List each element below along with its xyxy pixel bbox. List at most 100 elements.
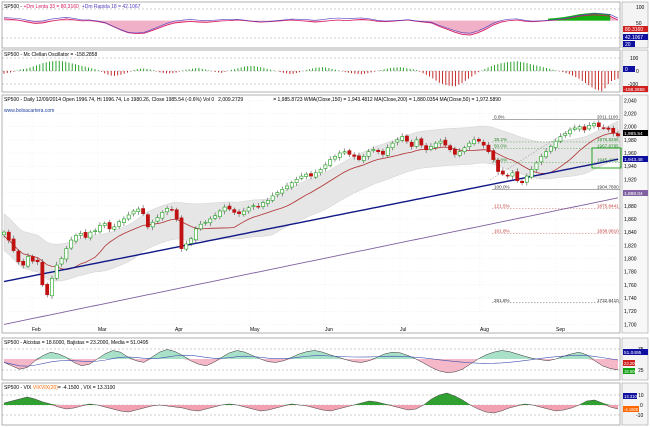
vix-down-area bbox=[4, 405, 618, 413]
candle bbox=[11, 238, 16, 251]
vix-panel: SP500 - VIX VIXVIX(20)= -4.1500 , VIX = … bbox=[1, 382, 649, 426]
aroon-label-media: 51.0495 bbox=[624, 350, 642, 356]
price-panel: 0.0% 2011.1100 38.2% 1976.8268 50.0% 1967.878… bbox=[1, 94, 649, 334]
price-y-tick: 1,720 bbox=[624, 309, 637, 315]
candle bbox=[548, 146, 553, 152]
candle bbox=[78, 233, 83, 236]
fib-label-left: 261.8% bbox=[494, 298, 510, 303]
candle bbox=[35, 259, 40, 263]
candle bbox=[146, 214, 150, 228]
candle bbox=[280, 188, 285, 194]
price-y-tick: 1,980 bbox=[624, 138, 637, 144]
candle bbox=[193, 228, 198, 241]
site-link[interactable]: www.bolsacartera.com bbox=[4, 108, 54, 114]
candle bbox=[371, 149, 376, 151]
candle bbox=[69, 239, 74, 249]
candle bbox=[21, 260, 26, 266]
candle bbox=[117, 221, 122, 227]
price-label-close: 1,985.54 bbox=[624, 131, 643, 137]
candle bbox=[529, 169, 534, 178]
candle bbox=[203, 221, 208, 224]
fib-label-left: 161.8% bbox=[494, 228, 510, 233]
candle bbox=[122, 218, 126, 223]
candle bbox=[496, 159, 500, 172]
price-label-ma200: 1,888.04 bbox=[624, 191, 643, 197]
aroon-label-alcistas: 18.6000 bbox=[624, 369, 640, 374]
candle bbox=[131, 210, 136, 215]
candle bbox=[357, 155, 361, 160]
mc-tick-0: 0 bbox=[636, 69, 639, 75]
candle bbox=[93, 230, 98, 232]
candle bbox=[462, 147, 467, 153]
mcclellan-panel: SP500 - Mc Clellan Oscillator = -158.285… bbox=[1, 49, 649, 93]
dm-label-slow: 80.3160 bbox=[625, 27, 643, 33]
price-y-tick: 1,960 bbox=[624, 151, 637, 157]
fib-label-right: 1732.8410 bbox=[597, 298, 619, 303]
candle bbox=[318, 169, 323, 174]
fib-label-left: 38.2% bbox=[494, 137, 507, 142]
candle bbox=[217, 210, 222, 218]
price-y-tick: 1,920 bbox=[624, 177, 637, 183]
candle bbox=[59, 258, 64, 265]
candle bbox=[539, 156, 544, 163]
mcclellan-title: SP500 - Mc Clellan Oscillator = -158.285… bbox=[4, 52, 97, 58]
candle bbox=[179, 217, 184, 249]
fib-label-right: 1976.8268 bbox=[597, 137, 619, 142]
candle bbox=[553, 140, 558, 148]
aroon-tick-25: 25 bbox=[638, 368, 644, 374]
vix-title: SP500 - VIX VIXVIX(20)= -4.1500 , VIX = … bbox=[4, 385, 115, 391]
mc-label-value: -158.2858 bbox=[624, 87, 645, 92]
candle bbox=[481, 141, 486, 146]
dm-slow-line bbox=[3, 14, 619, 36]
vix-label-vixvix: -4.1500 bbox=[624, 407, 639, 412]
price-y-tick: 1,740 bbox=[624, 296, 637, 302]
price-y-tick: 2,040 bbox=[624, 98, 637, 104]
candle bbox=[467, 142, 472, 148]
month-label: Jul bbox=[400, 327, 406, 333]
candle bbox=[520, 180, 524, 183]
candle bbox=[102, 223, 107, 226]
ma200-line bbox=[3, 197, 619, 325]
candle bbox=[83, 232, 88, 238]
price-y-tick: 1,820 bbox=[624, 243, 637, 249]
mc-label-zero: 0 bbox=[625, 67, 628, 73]
candle bbox=[251, 205, 256, 207]
month-label: Jun bbox=[325, 327, 333, 333]
candle bbox=[112, 226, 117, 230]
candle bbox=[419, 138, 424, 146]
candle bbox=[443, 139, 448, 146]
candle bbox=[453, 148, 457, 155]
fib-label-right: 1875.8441 bbox=[597, 203, 619, 208]
vix-tick-0: 0 bbox=[640, 403, 643, 409]
candle bbox=[6, 231, 11, 241]
candle bbox=[64, 248, 69, 260]
candle bbox=[534, 162, 539, 170]
candle bbox=[409, 141, 414, 147]
candle bbox=[323, 164, 328, 169]
candle bbox=[141, 208, 146, 214]
aroon-label-bajistas: 23.2000 bbox=[624, 361, 640, 366]
candle bbox=[515, 171, 520, 182]
candle bbox=[30, 256, 35, 262]
dm-fill-area bbox=[4, 14, 618, 36]
dm-label-20: 20 bbox=[625, 42, 631, 48]
aroon-up-area bbox=[4, 349, 618, 359]
candle bbox=[347, 150, 352, 155]
fib-label-left: 121.5% bbox=[494, 203, 510, 208]
month-label: Feb bbox=[32, 327, 41, 333]
candle bbox=[337, 152, 342, 158]
candle bbox=[126, 214, 131, 220]
candle bbox=[237, 211, 241, 214]
candle bbox=[16, 250, 21, 263]
candle bbox=[275, 192, 280, 196]
price-y-tick: 1,860 bbox=[624, 217, 637, 223]
candle bbox=[414, 139, 419, 147]
candle bbox=[299, 175, 304, 179]
candle bbox=[500, 170, 505, 175]
candle bbox=[74, 235, 78, 242]
candle bbox=[491, 150, 496, 160]
dm-fast-line bbox=[3, 13, 619, 34]
candle bbox=[45, 284, 50, 296]
candle bbox=[572, 127, 577, 130]
candle bbox=[563, 132, 568, 136]
